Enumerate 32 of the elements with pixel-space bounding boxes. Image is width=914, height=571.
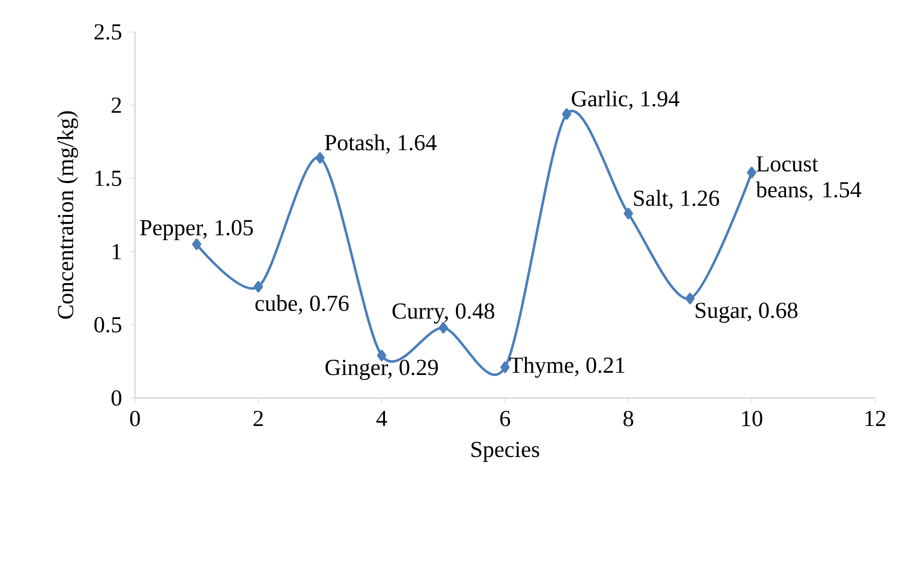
y-tick-label: 2 — [112, 98, 121, 113]
x-tick-label: 10 — [742, 410, 762, 426]
y-tick-label: 1 — [112, 244, 121, 260]
x-tick-label: 8 — [623, 410, 634, 426]
point — [747, 166, 756, 178]
data-label: Sugar, 0.68 — [696, 302, 798, 323]
y-tick-label: 0.5 — [94, 317, 122, 333]
data-label: Pepper, 1.05 — [140, 220, 253, 240]
point — [562, 108, 572, 120]
x-tick-label: 6 — [500, 410, 510, 426]
point — [624, 208, 633, 220]
data-label: Locust beans, 1.54 — [756, 156, 862, 201]
data-label: Salt, 1.26 — [634, 190, 720, 210]
data-label: Potash, 1.64 — [324, 134, 437, 154]
y-tick-label: 2.5 — [94, 24, 122, 40]
y-tick-label: 1.5 — [96, 170, 122, 186]
point — [254, 280, 263, 292]
x-axis-title: Species — [472, 442, 540, 462]
x-tick-label: 4 — [376, 410, 388, 426]
point — [315, 152, 325, 164]
x-tick-label: 2 — [254, 410, 263, 426]
point — [685, 292, 695, 304]
data-label: Garlic, 1.94 — [572, 90, 680, 110]
y-tick-label: 0 — [112, 390, 122, 406]
data-label: Curry, 0.48 — [392, 303, 494, 324]
data-label: Thyme, 0.21 — [510, 356, 624, 378]
x-tick-label: 12 — [866, 410, 886, 426]
x-tick-label: 0 — [130, 410, 140, 426]
point — [500, 362, 510, 374]
data-label: Ginger, 0.29 — [325, 360, 438, 380]
y-axis-title: Concentration (mg/kg) — [57, 111, 78, 319]
data-label: cube, 0.76 — [255, 294, 349, 314]
